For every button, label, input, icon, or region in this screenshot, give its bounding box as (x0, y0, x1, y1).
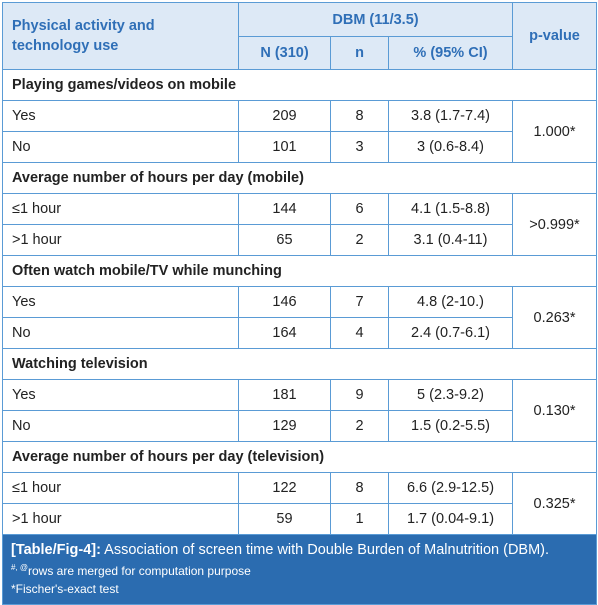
row-n-total: 65 (238, 224, 331, 256)
table-row: ≤1 hour 144 6 4.1 (1.5-8.8) >0.999* (2, 193, 597, 256)
table-row: Yes 181 9 5 (2.3-9.2) 0.130* (2, 379, 597, 442)
row-percent-ci: 3 (0.6-8.4) (388, 131, 513, 163)
table-row: Yes 209 8 3.8 (1.7-7.4) 1.000* (2, 100, 597, 163)
row-label: No (2, 131, 239, 163)
section-title: Playing games/videos on mobile (2, 69, 597, 101)
section-title: Watching television (2, 348, 597, 380)
row-label: Yes (2, 379, 239, 411)
row-n-total: 122 (238, 472, 331, 504)
section-row: Average number of hours per day (mobile) (2, 162, 597, 194)
row-n: 9 (330, 379, 389, 411)
row-label: >1 hour (2, 503, 239, 535)
row-label: Yes (2, 100, 239, 132)
row-n-total: 129 (238, 410, 331, 442)
section-title: Average number of hours per day (televis… (2, 441, 597, 473)
row-percent-ci: 5 (2.3-9.2) (388, 379, 513, 411)
row-percent-ci: 3.1 (0.4-11) (388, 224, 513, 256)
row-percent-ci: 4.8 (2-10.) (388, 286, 513, 318)
row-n: 2 (330, 224, 389, 256)
row-n: 2 (330, 410, 389, 442)
caption-test: *Fischer's-exact test (11, 582, 119, 596)
table-body: Playing games/videos on mobile Yes 209 8 3.8… (2, 69, 597, 535)
header-variable: Physical activity and technology use (2, 2, 239, 70)
row-percent-ci: 3.8 (1.7-7.4) (388, 100, 513, 132)
row-label: Yes (2, 286, 239, 318)
row-label: ≤1 hour (2, 472, 239, 504)
row-n-total: 146 (238, 286, 331, 318)
row-percent-ci: 4.1 (1.5-8.8) (388, 193, 513, 225)
section-title: Often watch mobile/TV while munching (2, 255, 597, 287)
row-n-total: 164 (238, 317, 331, 349)
table-row: Yes 146 7 4.8 (2-10.) 0.263* (2, 286, 597, 349)
caption-tag: [Table/Fig-4]: (11, 542, 101, 558)
table-row: No 101 3 3 (0.6-8.4) (2, 131, 597, 163)
table-row: No 164 4 2.4 (0.7-6.1) (2, 317, 597, 349)
section-row: Watching television (2, 348, 597, 380)
row-pvalue: 0.130* (512, 379, 597, 442)
row-label: >1 hour (2, 224, 239, 256)
row-n-total: 181 (238, 379, 331, 411)
row-n: 8 (330, 472, 389, 504)
header-n: n (330, 36, 389, 70)
row-n: 8 (330, 100, 389, 132)
row-n-total: 144 (238, 193, 331, 225)
row-n-total: 59 (238, 503, 331, 535)
header-pvalue: p-value (512, 2, 597, 70)
row-pvalue: 1.000* (512, 100, 597, 163)
caption-note: rows are merged for computation purpose (28, 564, 251, 578)
header-percent-ci: % (95% CI) (388, 36, 513, 70)
row-n: 3 (330, 131, 389, 163)
header-n-total: N (310) (238, 36, 331, 70)
row-pvalue: >0.999* (512, 193, 597, 256)
row-n: 6 (330, 193, 389, 225)
row-pvalue: 0.325* (512, 472, 597, 535)
row-n-total: 101 (238, 131, 331, 163)
caption-note-marks: #, @ (11, 563, 29, 572)
caption-text: Association of screen time with Double B… (100, 542, 550, 558)
section-row: Average number of hours per day (televis… (2, 441, 597, 473)
row-percent-ci: 6.6 (2.9-12.5) (388, 472, 513, 504)
row-label: No (2, 317, 239, 349)
row-n: 7 (330, 286, 389, 318)
row-percent-ci: 2.4 (0.7-6.1) (388, 317, 513, 349)
row-n: 4 (330, 317, 389, 349)
table-row: >1 hour 59 1 1.7 (0.04-9.1) (2, 503, 597, 535)
row-n-total: 209 (238, 100, 331, 132)
table-row: No 129 2 1.5 (0.2-5.5) (2, 410, 597, 442)
row-pvalue: 0.263* (512, 286, 597, 349)
row-percent-ci: 1.5 (0.2-5.5) (388, 410, 513, 442)
section-title: Average number of hours per day (mobile) (2, 162, 597, 194)
section-row: Playing games/videos on mobile (2, 69, 597, 101)
row-label: No (2, 410, 239, 442)
row-n: 1 (330, 503, 389, 535)
row-percent-ci: 1.7 (0.04-9.1) (388, 503, 513, 535)
row-label: ≤1 hour (2, 193, 239, 225)
table-row: >1 hour 65 2 3.1 (0.4-11) (2, 224, 597, 256)
header-group-dbm: DBM (11/3.5) (238, 2, 513, 37)
section-row: Often watch mobile/TV while munching (2, 255, 597, 287)
table-caption: [Table/Fig-4]: Association of screen tim… (2, 534, 597, 605)
table-row: ≤1 hour 122 8 6.6 (2.9-12.5) 0.325* (2, 472, 597, 535)
